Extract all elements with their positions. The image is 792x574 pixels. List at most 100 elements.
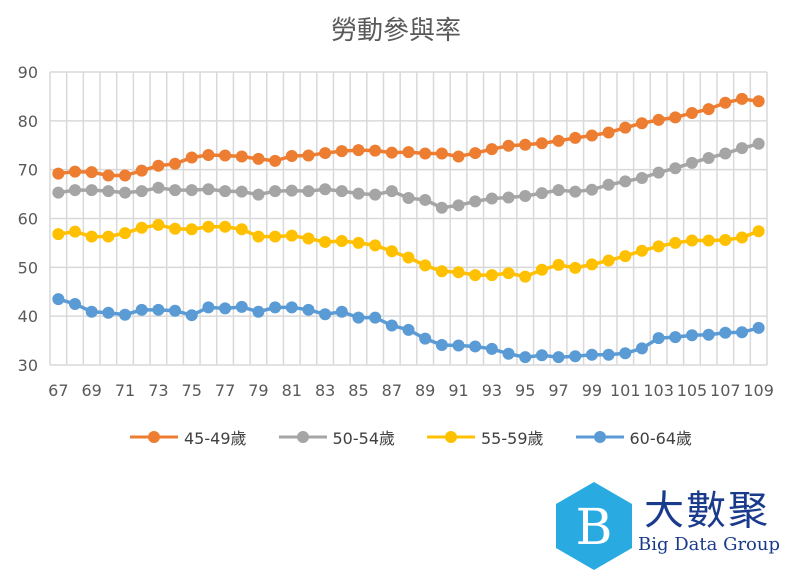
data-point — [202, 301, 215, 314]
data-point — [252, 230, 265, 243]
data-point — [185, 184, 198, 197]
x-tick-label: 95 — [515, 381, 535, 400]
data-point — [235, 223, 248, 236]
y-tick-label: 80 — [18, 112, 38, 131]
data-point — [752, 95, 765, 108]
data-point — [85, 230, 98, 243]
data-point — [219, 302, 232, 315]
data-point — [235, 185, 248, 198]
data-point — [535, 187, 548, 200]
data-point — [369, 311, 382, 324]
data-point — [719, 96, 732, 109]
data-point — [519, 351, 532, 364]
data-point — [569, 185, 582, 198]
legend-marker — [575, 431, 624, 443]
legend-label: 55-59歲 — [481, 429, 544, 448]
legend-item: 55-59歲 — [427, 425, 544, 449]
data-point — [435, 265, 448, 278]
x-tick-label: 75 — [182, 381, 202, 400]
data-point — [69, 297, 82, 310]
legend-marker — [130, 431, 178, 443]
data-point — [469, 147, 482, 160]
data-point — [269, 185, 282, 198]
data-point — [752, 321, 765, 334]
x-tick-label: 93 — [482, 381, 502, 400]
x-tick-label: 67 — [48, 381, 68, 400]
data-point — [369, 239, 382, 252]
x-tick-label: 89 — [415, 381, 435, 400]
data-point — [652, 113, 665, 126]
data-point — [469, 195, 482, 208]
x-tick-label: 69 — [82, 381, 102, 400]
legend-item: 60-64歲 — [575, 425, 692, 449]
data-point — [402, 251, 415, 264]
logo-name-cn: 大數聚 — [644, 488, 770, 534]
data-point — [535, 349, 548, 362]
data-point — [719, 147, 732, 160]
x-tick-label: 101 — [610, 381, 641, 400]
data-point — [235, 150, 248, 163]
data-point — [685, 329, 698, 342]
data-point — [185, 309, 198, 322]
y-tick-label: 70 — [18, 161, 38, 180]
data-point — [519, 270, 532, 283]
data-point — [119, 227, 132, 240]
legend-label: 50-54歲 — [332, 429, 396, 448]
data-point — [135, 185, 148, 198]
data-point — [352, 144, 365, 157]
data-point — [69, 184, 82, 197]
data-point — [335, 234, 348, 247]
x-tick-label: 103 — [643, 381, 674, 400]
data-point — [52, 293, 65, 306]
data-point — [252, 152, 265, 165]
data-point — [702, 151, 715, 164]
data-point — [85, 305, 98, 318]
data-point — [552, 258, 565, 271]
data-point — [485, 342, 498, 355]
legend-marker — [427, 431, 475, 443]
data-point — [402, 323, 415, 336]
data-point — [419, 193, 432, 206]
data-point — [202, 220, 215, 233]
data-point — [119, 308, 132, 321]
data-point — [535, 263, 548, 276]
data-point — [635, 342, 648, 355]
data-point — [685, 234, 698, 247]
legend-item: 50-54歲 — [278, 425, 396, 449]
data-point — [702, 328, 715, 341]
data-point — [669, 331, 682, 344]
data-point — [519, 190, 532, 203]
data-point — [469, 269, 482, 282]
data-point — [535, 137, 548, 150]
data-point — [452, 150, 465, 163]
x-tick-label: 85 — [348, 381, 368, 400]
hexagon-logo-icon: B — [556, 482, 632, 570]
data-point — [169, 222, 182, 235]
data-point — [52, 167, 65, 180]
data-point — [552, 351, 565, 364]
data-point — [85, 166, 98, 179]
data-point — [169, 184, 182, 197]
x-tick-label: 99 — [582, 381, 602, 400]
data-point — [485, 269, 498, 282]
data-point — [735, 326, 748, 339]
data-point — [252, 188, 265, 201]
data-point — [419, 259, 432, 272]
data-point — [635, 244, 648, 257]
data-point — [752, 137, 765, 150]
data-point — [452, 339, 465, 352]
data-point — [402, 146, 415, 159]
legend-item: 45-49歲 — [130, 425, 247, 449]
data-point — [319, 235, 332, 248]
data-point — [169, 157, 182, 170]
x-tick-label: 109 — [743, 381, 774, 400]
data-point — [502, 139, 515, 152]
data-point — [735, 231, 748, 244]
data-point — [652, 240, 665, 253]
data-point — [602, 126, 615, 139]
x-tick-label: 77 — [215, 381, 235, 400]
data-point — [219, 149, 232, 162]
data-point — [102, 185, 115, 198]
x-tick-label: 79 — [248, 381, 268, 400]
data-point — [402, 191, 415, 204]
